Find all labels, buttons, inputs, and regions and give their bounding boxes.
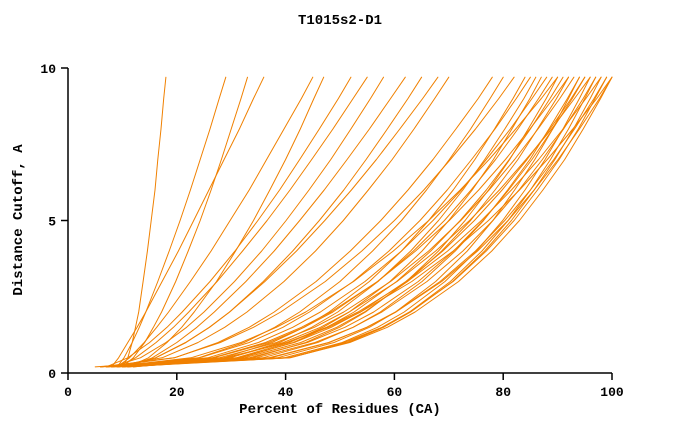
y-axis-label: Distance Cutoff, A: [11, 144, 27, 296]
series-line: [111, 76, 265, 368]
series-line: [116, 76, 569, 368]
series-line: [105, 76, 608, 368]
series-line: [111, 76, 531, 368]
series-line: [121, 76, 613, 368]
series-line: [100, 76, 575, 368]
x-tick-label: 100: [600, 385, 624, 400]
series-line: [105, 76, 352, 368]
x-axis-label: Percent of Residues (CA): [239, 402, 441, 418]
series-line: [121, 76, 559, 368]
series-line: [116, 76, 504, 368]
series-line: [111, 76, 559, 368]
series-line: [132, 76, 564, 368]
plot-area: 0 20 40 60 80 100 0 5 10: [40, 62, 624, 400]
series-line: [127, 76, 537, 368]
series-line: [116, 76, 591, 368]
series-line: [116, 76, 314, 368]
x-tick-label: 80: [495, 385, 511, 400]
y-tick-label: 10: [40, 62, 56, 77]
series-line: [111, 76, 450, 368]
y-tick-label: 5: [48, 215, 56, 230]
y-tick-label: 0: [48, 367, 56, 382]
series-line: [121, 76, 586, 368]
series-line: [116, 76, 227, 368]
series-line: [132, 76, 591, 368]
series-line: [100, 76, 553, 368]
series-line: [94, 76, 613, 368]
series-line: [116, 76, 548, 368]
series-line: [116, 76, 368, 368]
chart-title: T1015s2-D1: [298, 13, 382, 29]
series-line: [127, 76, 580, 368]
series-line: [100, 76, 515, 368]
series-line: [111, 76, 384, 368]
series-line: [121, 76, 439, 368]
series-line: [100, 76, 602, 368]
series-line: [127, 76, 406, 368]
series-line: [127, 76, 325, 368]
x-tick-label: 0: [64, 385, 72, 400]
x-tick-label: 60: [387, 385, 403, 400]
series-line: [111, 76, 613, 368]
series-line: [105, 76, 542, 368]
x-tick-label: 20: [169, 385, 185, 400]
series-line: [105, 76, 493, 368]
x-tick-label: 40: [278, 385, 294, 400]
